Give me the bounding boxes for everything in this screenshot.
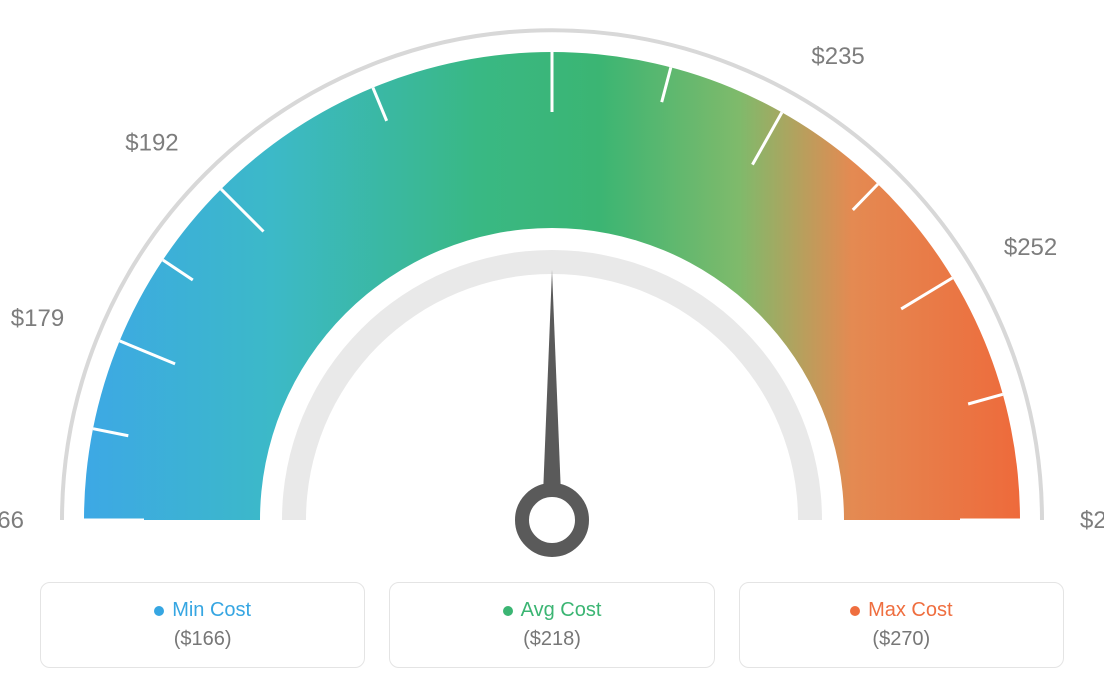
legend-title-min-text: Min Cost (172, 599, 251, 621)
legend-title-max-text: Max Cost (868, 599, 952, 621)
gauge-chart-stage: $166 $179 $192 $218 $235 $252 $270 Min Cost ($… (0, 0, 1104, 690)
legend-card-avg: Avg Cost ($218) (389, 582, 714, 668)
gauge-needle (542, 270, 562, 520)
gauge-tick-label: $192 (125, 130, 178, 157)
legend-value-avg: ($218) (390, 628, 713, 651)
legend-value-min: ($166) (41, 628, 364, 651)
legend-dot-max (850, 606, 860, 616)
gauge-tick-label: $270 (1080, 507, 1104, 534)
gauge-band (552, 52, 1020, 520)
gauge-tick-label: $179 (11, 305, 64, 332)
gauge-needle-hub (522, 490, 582, 550)
gauge-svg: $166 $179 $192 $218 $235 $252 $270 (0, 0, 1104, 580)
legend-card-max: Max Cost ($270) (739, 582, 1064, 668)
legend-title-max: Max Cost (740, 599, 1063, 622)
legend-title-avg-text: Avg Cost (521, 599, 602, 621)
gauge-tick-label: $166 (0, 507, 24, 534)
legend-dot-min (154, 606, 164, 616)
legend-title-avg: Avg Cost (390, 599, 713, 622)
gauge-tick-label: $252 (1004, 234, 1057, 261)
gauge-tick-label: $218 (525, 0, 578, 2)
legend-title-min: Min Cost (41, 599, 364, 622)
gauge-band (84, 52, 552, 520)
legend-dot-avg (503, 606, 513, 616)
legend-row: Min Cost ($166) Avg Cost ($218) Max Cost… (0, 582, 1104, 668)
legend-value-max: ($270) (740, 628, 1063, 651)
gauge-tick-label: $235 (811, 43, 864, 70)
legend-card-min: Min Cost ($166) (40, 582, 365, 668)
